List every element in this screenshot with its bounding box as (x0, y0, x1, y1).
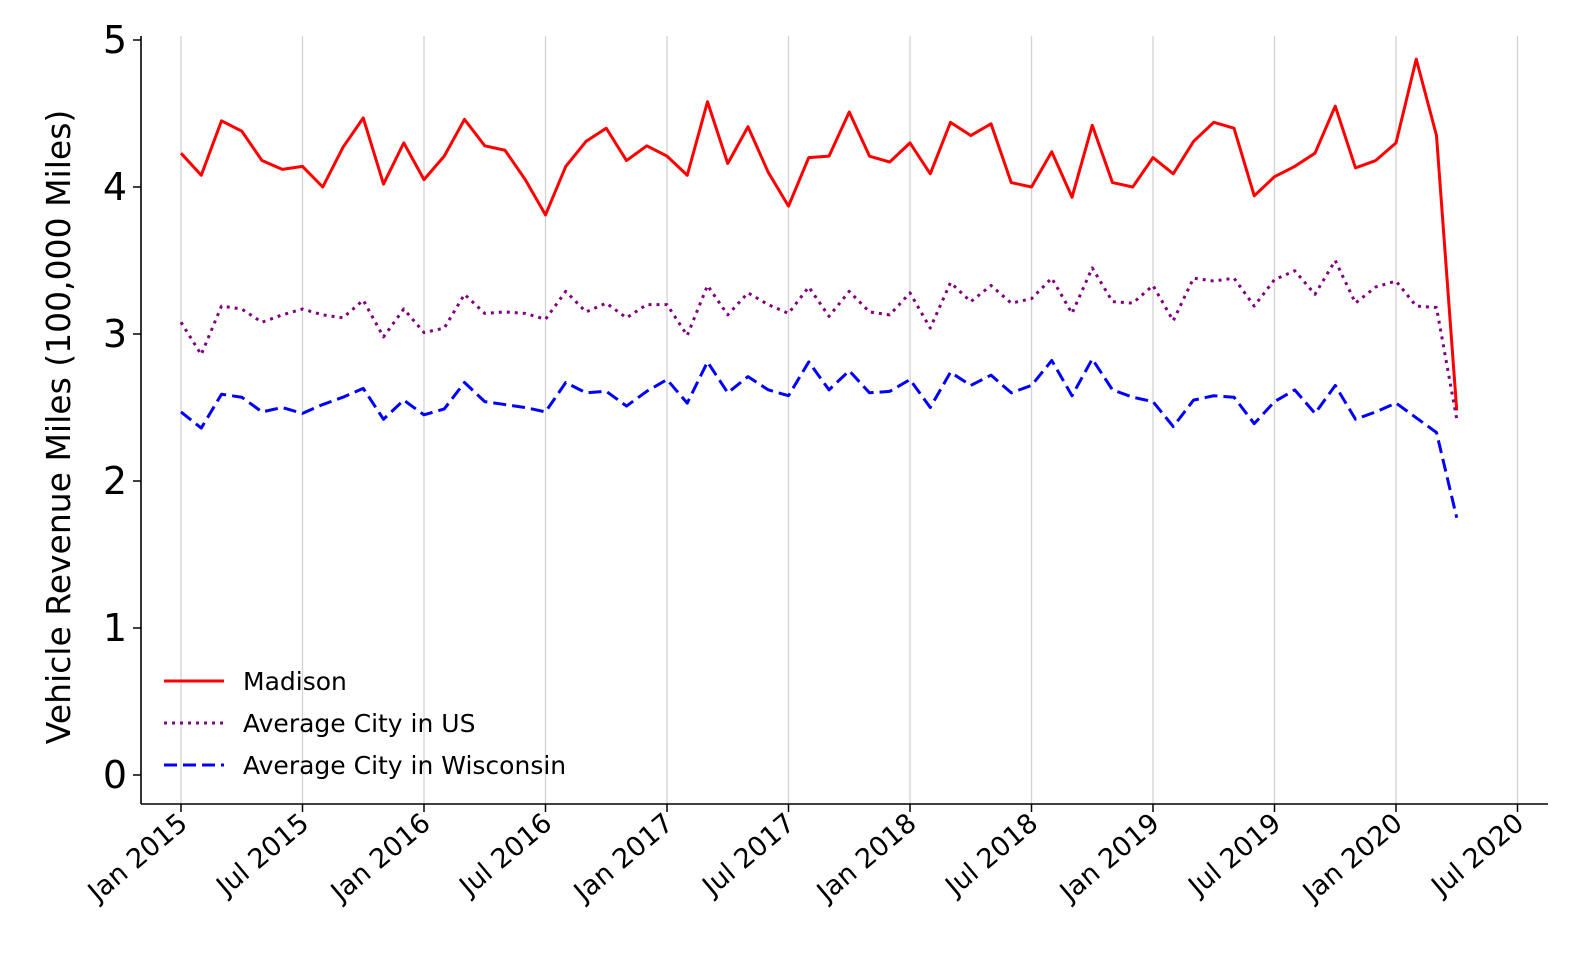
y-tick-label: 2 (103, 459, 127, 503)
series-line (180, 357, 1459, 519)
series-line (179, 57, 1459, 411)
legend-label: Average City in Wisconsin (243, 751, 566, 780)
x-tick-label: Jul 2018 (938, 808, 1044, 904)
legend-label: Madison (243, 667, 347, 696)
x-tick-label: Jan 2016 (324, 808, 437, 909)
y-axis-title: Vehicle Revenue Miles (100,000 Miles) (39, 110, 78, 745)
x-tick-label: Jan 2015 (81, 808, 194, 909)
grid-lines (180, 36, 1519, 804)
x-tick-label: Jan 2019 (1053, 808, 1166, 909)
x-tick-label: Jul 2015 (209, 808, 315, 904)
x-tick-label: Jan 2020 (1296, 808, 1409, 909)
x-tick-label: Jul 2016 (452, 808, 558, 904)
y-tick-label: 0 (103, 753, 127, 797)
legend: Madison Average City in US Average City in… (164, 667, 566, 780)
y-tick-label: 4 (103, 165, 127, 209)
y-ticks: 0 1 2 3 4 5 (103, 18, 141, 797)
series-line (179, 259, 1459, 420)
y-tick-label: 3 (103, 312, 127, 356)
x-tick-label: Jan 2017 (567, 808, 680, 909)
x-tick-label: Jul 2019 (1181, 808, 1287, 904)
x-ticks: Jan 2015 Jul 2015 Jan 2016 Jul 2016 Jan 2017… (81, 804, 1530, 909)
x-tick-label: Jul 2017 (695, 808, 801, 904)
y-tick-label: 5 (103, 18, 127, 62)
x-tick-label: Jul 2020 (1424, 808, 1530, 904)
y-tick-label: 1 (103, 606, 127, 650)
legend-label: Average City in US (243, 709, 475, 738)
x-tick-label: Jan 2018 (810, 808, 923, 909)
series-lines (179, 57, 1459, 519)
axes (140, 36, 1548, 805)
